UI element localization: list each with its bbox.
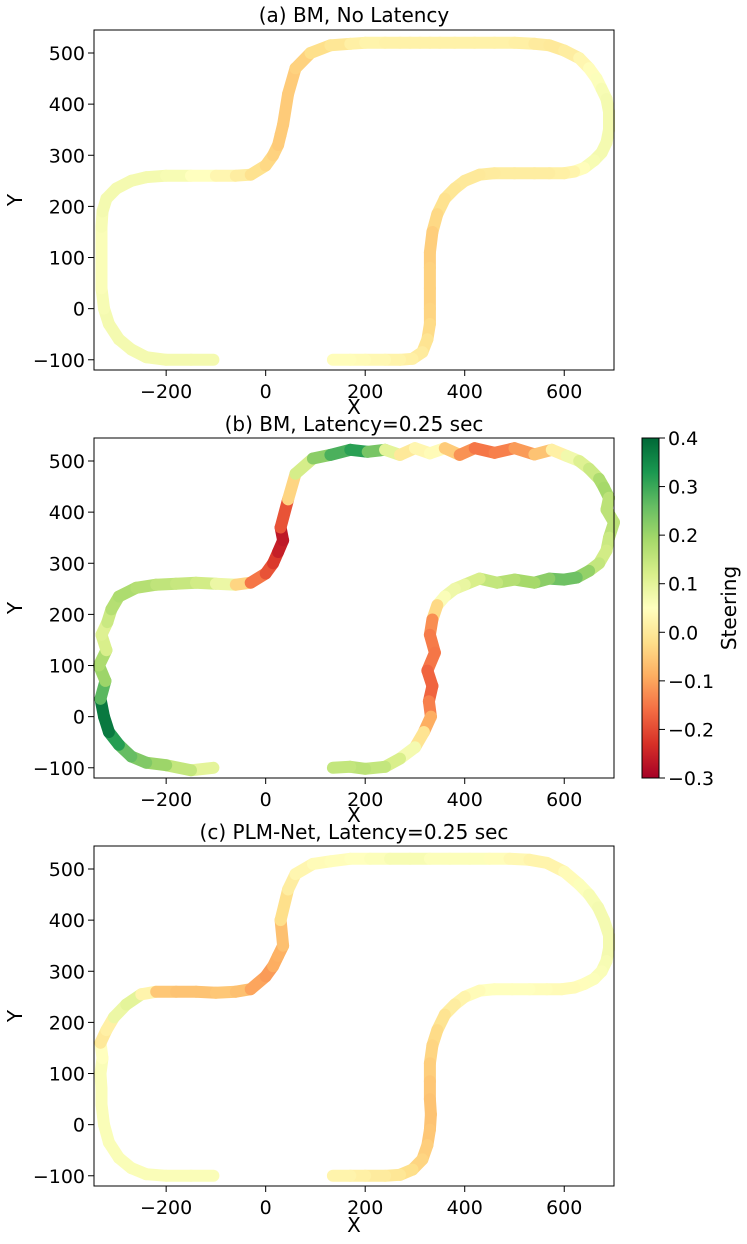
panel-b: (b) BM, Latency=0.25 sec −200 0 200 400 600 … — [3, 412, 620, 827]
y-tick-label: 400 — [49, 94, 85, 116]
y-tick-label: −100 — [33, 1166, 85, 1188]
x-tick-label: 400 — [447, 789, 483, 811]
y-tick-label: 200 — [49, 1012, 85, 1034]
colorbar-label: Steering — [717, 566, 741, 650]
x-tick-label: −200 — [140, 381, 192, 403]
y-tick-label: 200 — [49, 196, 85, 218]
y-tick-label: 400 — [49, 502, 85, 524]
panel-a-marks — [95, 36, 615, 366]
colorbar-tick-label: −0.3 — [668, 768, 714, 790]
y-tick-label: 0 — [73, 707, 85, 729]
y-tick-label: 0 — [73, 1115, 85, 1137]
x-tick-label: 200 — [347, 1197, 383, 1219]
track-segment — [326, 760, 357, 774]
x-tick-label: 400 — [447, 1197, 483, 1219]
y-tick-label: 200 — [49, 604, 85, 626]
y-tick-label: 300 — [49, 553, 85, 575]
panel-a-frame — [93, 29, 615, 371]
y-tick-label: 300 — [49, 145, 85, 167]
x-tick-label: 600 — [546, 789, 582, 811]
colorbar: 0.4 0.3 0.2 0.1 0.0 −0.1 −0.2 −0.3 Steering — [641, 428, 741, 790]
panel-a-xlabel: X — [347, 395, 361, 419]
panel-b-x-ticks: −200 0 200 400 600 — [140, 778, 582, 811]
y-tick-label: −100 — [33, 758, 85, 780]
colorbar-ticks: 0.4 0.3 0.2 0.1 0.0 −0.1 −0.2 −0.3 — [659, 428, 714, 790]
y-tick-label: 0 — [73, 299, 85, 321]
panel-b-ylabel: Y — [3, 601, 27, 615]
y-tick-label: 500 — [49, 859, 85, 881]
x-tick-label: 0 — [260, 789, 272, 811]
panel-b-title: (b) BM, Latency=0.25 sec — [225, 412, 484, 436]
panel-a-ylabel: Y — [3, 193, 27, 207]
y-tick-label: 300 — [49, 961, 85, 983]
y-tick-label: −100 — [33, 350, 85, 372]
panel-c-marks — [94, 852, 615, 1182]
panel-b-xlabel: X — [347, 803, 361, 827]
panel-c-frame — [93, 845, 615, 1187]
y-tick-label: 100 — [49, 1064, 85, 1086]
colorbar-tick-label: 0.1 — [668, 574, 698, 596]
panel-a: (a) BM, No Latency −200 0 200 400 600 −100 0 1… — [3, 3, 615, 419]
colorbar-tick-label: 0.0 — [668, 622, 698, 644]
x-tick-label: 0 — [260, 381, 272, 403]
x-tick-label: −200 — [140, 789, 192, 811]
colorbar-tick-label: 0.4 — [668, 428, 698, 450]
colorbar-bar — [641, 437, 660, 779]
y-tick-label: 500 — [49, 451, 85, 473]
panel-a-title: (a) BM, No Latency — [259, 3, 450, 27]
x-tick-label: 200 — [347, 789, 383, 811]
x-tick-label: 200 — [347, 381, 383, 403]
colorbar-tick-label: −0.2 — [668, 719, 714, 741]
x-tick-label: −200 — [140, 1197, 192, 1219]
panel-c-x-ticks: −200 0 200 400 600 — [140, 1186, 582, 1219]
x-tick-label: 400 — [447, 381, 483, 403]
panel-a-x-ticks: −200 0 200 400 600 — [140, 370, 582, 403]
x-tick-label: 600 — [546, 381, 582, 403]
y-tick-label: 100 — [49, 656, 85, 678]
panel-c-y-ticks: −100 0 100 200 300 400 500 — [33, 859, 94, 1188]
panel-c: (c) PLM-Net, Latency=0.25 sec −200 0 200 40… — [3, 820, 615, 1237]
y-tick-label: 100 — [49, 248, 85, 270]
panel-c-xlabel: X — [347, 1213, 361, 1237]
x-tick-label: 600 — [546, 1197, 582, 1219]
y-tick-label: 400 — [49, 910, 85, 932]
panel-b-marks — [93, 442, 620, 777]
panel-a-y-ticks: −100 0 100 200 300 400 500 — [33, 43, 94, 372]
colorbar-tick-label: −0.1 — [668, 671, 714, 693]
colorbar-tick-label: 0.3 — [668, 477, 698, 499]
colorbar-tick-label: 0.2 — [668, 525, 698, 547]
x-tick-label: 0 — [260, 1197, 272, 1219]
y-tick-label: 500 — [49, 43, 85, 65]
panel-c-ylabel: Y — [3, 1009, 27, 1023]
panel-b-frame — [93, 437, 615, 779]
panel-b-y-ticks: −100 0 100 200 300 400 500 — [33, 451, 94, 780]
panel-c-title: (c) PLM-Net, Latency=0.25 sec — [200, 820, 509, 844]
